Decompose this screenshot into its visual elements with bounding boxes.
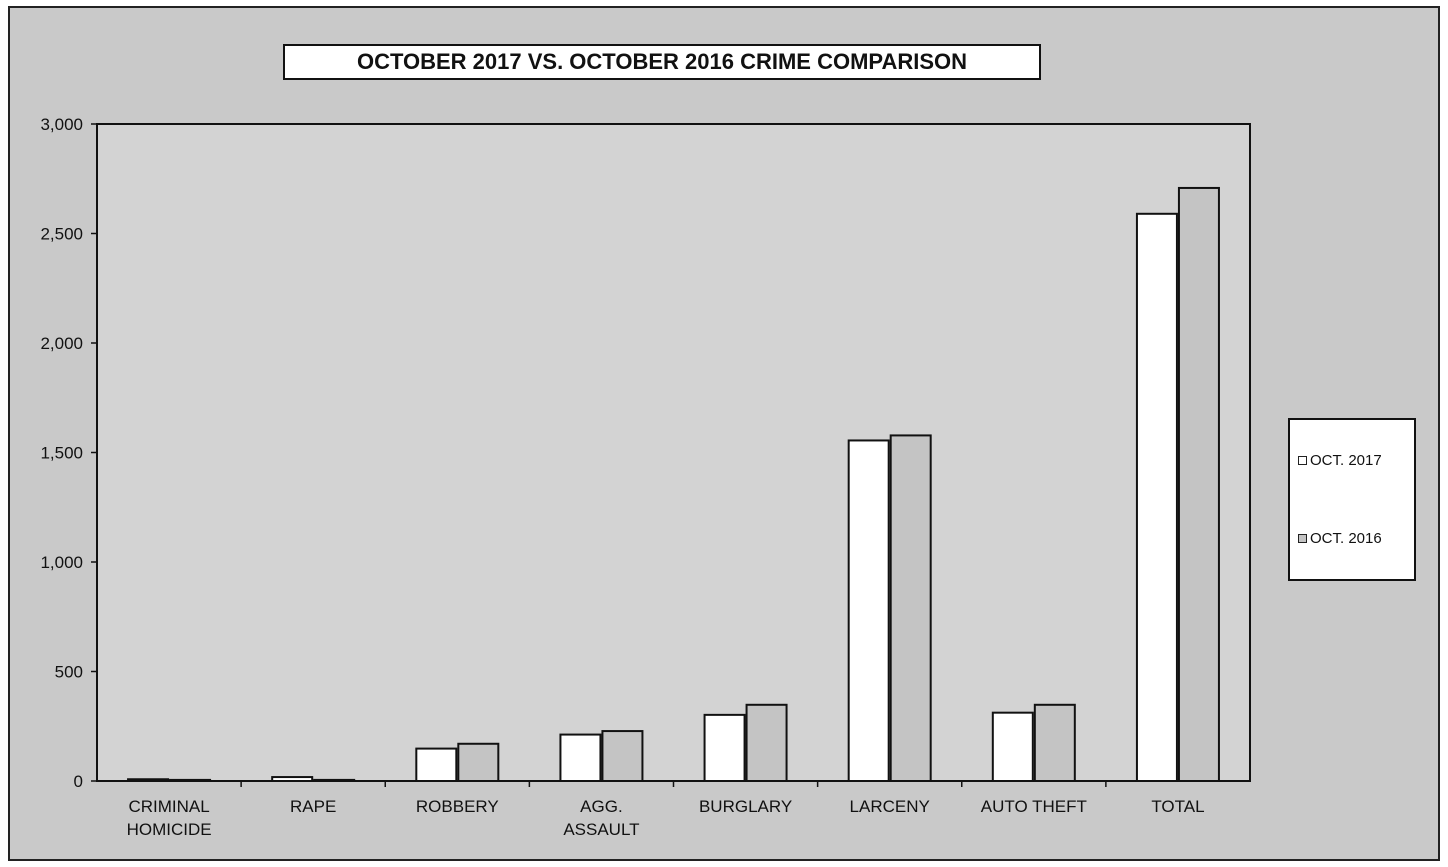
legend-swatch-2017 (1298, 456, 1307, 465)
x-tick-label: BURGLARY (699, 797, 792, 816)
y-tick-label: 2,500 (40, 225, 83, 244)
bar-2016 (1177, 186, 1220, 782)
legend-item-2017: OCT. 2017 (1298, 452, 1382, 469)
x-tick-label: AUTO THEFT (981, 797, 1087, 816)
y-axis: 0 500 1,000 1,500 2,000 2,500 3,000 (40, 115, 97, 791)
bar-2017 (1135, 212, 1178, 783)
plot-area (96, 123, 1251, 782)
legend-swatch-2016 (1298, 534, 1307, 543)
y-tick-label: 0 (74, 772, 83, 791)
legend-item-2016: OCT. 2016 (1298, 530, 1382, 547)
x-tick-label: RAPE (290, 797, 336, 816)
y-tick-label: 2,000 (40, 334, 83, 353)
x-tick-label: CRIMINAL (128, 797, 209, 816)
bar-2017 (559, 733, 602, 783)
bars (127, 186, 1220, 783)
bar-2017 (991, 711, 1034, 782)
bar-2016 (889, 434, 932, 782)
bar-2016 (313, 778, 356, 783)
bar-2017 (271, 776, 314, 782)
y-tick-label: 1,000 (40, 553, 83, 572)
x-tick-label: AGG. (580, 797, 623, 816)
bar-2017 (847, 439, 890, 782)
legend-label-2017: OCT. 2017 (1310, 452, 1382, 469)
x-tick-label: LARCENY (850, 797, 930, 816)
y-tick-label: 1,500 (40, 444, 83, 463)
chart-title: OCTOBER 2017 VS. OCTOBER 2016 CRIME COMP… (283, 44, 1041, 80)
bar-2017 (703, 713, 746, 782)
legend: OCT. 2017 OCT. 2016 (1288, 418, 1416, 581)
bar-2016 (169, 778, 212, 783)
legend-label-2016: OCT. 2016 (1310, 530, 1382, 547)
bar-2016 (1033, 703, 1076, 783)
x-tick-label: HOMICIDE (127, 820, 212, 839)
x-axis: CRIMINAL HOMICIDE RAPE ROBBERY AGG. ASSAULT BU… (127, 781, 1205, 839)
x-tick-label: ASSAULT (563, 820, 639, 839)
bar-2016 (745, 703, 788, 783)
bar-2016 (601, 730, 644, 782)
bar-2017 (127, 778, 170, 782)
x-tick-label: TOTAL (1151, 797, 1204, 816)
y-tick-label: 3,000 (40, 115, 83, 134)
x-tick-label: ROBBERY (416, 797, 499, 816)
bar-2017 (415, 747, 458, 783)
bar-2016 (457, 742, 500, 783)
y-tick-label: 500 (55, 663, 83, 682)
